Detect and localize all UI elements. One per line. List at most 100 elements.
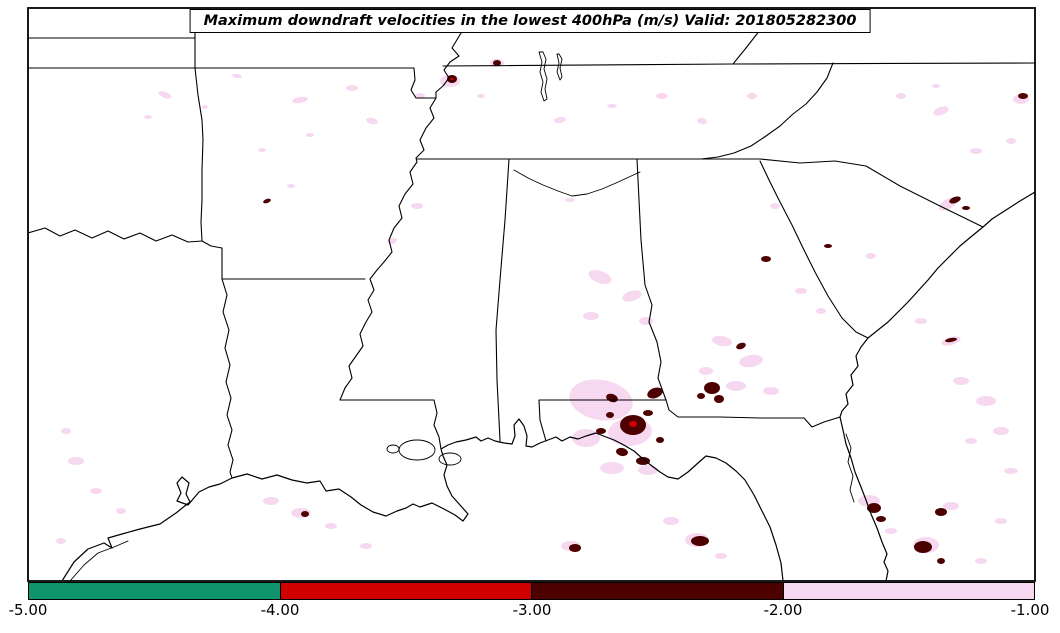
plot-title: Maximum downdraft velocities in the lowe… xyxy=(189,9,871,33)
contour-blob xyxy=(697,393,705,399)
contour-blob xyxy=(258,148,266,152)
contour-blob xyxy=(588,270,612,284)
colorbar-tick: -5.00 xyxy=(8,601,48,619)
border-alabama-georgia xyxy=(636,158,667,401)
contour-blob xyxy=(263,198,271,204)
contour-blob xyxy=(450,78,454,80)
contour-blob xyxy=(656,437,664,443)
contour-blob xyxy=(158,91,172,99)
contour-blob xyxy=(945,337,957,343)
contour-blob xyxy=(569,544,581,552)
contour-blob xyxy=(61,428,71,434)
contour-blob xyxy=(993,427,1009,435)
contour-blob xyxy=(885,528,897,534)
contour-blob xyxy=(816,308,826,314)
lake-borgne xyxy=(438,452,462,466)
coastlines xyxy=(61,191,1035,581)
contour-blob xyxy=(656,93,668,99)
lake-pontchartrain xyxy=(398,439,436,461)
contour-blob xyxy=(1004,468,1018,474)
border-missouri-arkansas xyxy=(28,67,437,99)
border-oklahoma-kansas-missouri xyxy=(28,8,196,69)
contour-blob xyxy=(477,94,485,98)
contour-blob xyxy=(949,196,961,204)
contour-blob xyxy=(953,377,969,385)
downdraft-contour-blobs xyxy=(56,59,1029,564)
colorbar-tick-labels: -5.00 -4.00 -3.00 -2.00 -1.00 xyxy=(0,601,1060,623)
contour-blob xyxy=(638,465,658,475)
contour-blob xyxy=(90,488,102,494)
contour-blob xyxy=(935,508,947,516)
contour-blob xyxy=(932,84,940,88)
border-texas-arkansas-louisiana xyxy=(201,240,366,479)
border-kentucky-tennessee-virginia xyxy=(442,62,1035,67)
contour-blob xyxy=(643,410,653,416)
border-redriver-oklahoma-texas xyxy=(28,227,203,243)
gulf-coastline xyxy=(61,418,784,581)
contour-blob xyxy=(346,85,358,91)
contour-blob xyxy=(636,457,650,465)
contour-blob xyxy=(292,96,308,104)
border-mississippi-alabama xyxy=(495,158,510,442)
contour-blob xyxy=(202,105,208,109)
contour-blob xyxy=(975,558,987,564)
border-mississippi-river xyxy=(339,8,465,401)
contour-blob xyxy=(116,508,126,514)
contour-blob xyxy=(761,256,771,262)
contour-blob xyxy=(896,93,906,99)
contour-blob xyxy=(366,117,378,125)
contour-blob xyxy=(976,396,996,406)
contour-blob xyxy=(360,543,372,549)
state-borders xyxy=(28,8,1035,479)
colorbar-tick: -2.00 xyxy=(763,601,803,619)
contour-blob xyxy=(616,447,628,457)
tennessee-river xyxy=(513,169,641,197)
contour-blob xyxy=(943,502,959,510)
contour-blob xyxy=(583,312,599,320)
kentucky-lake xyxy=(538,51,548,102)
contour-blob xyxy=(739,354,763,368)
border-louisiana-mississippi xyxy=(339,399,442,450)
contour-blob xyxy=(747,93,757,99)
contour-blob xyxy=(876,516,886,522)
contour-blob xyxy=(763,387,779,395)
contour-blob xyxy=(770,203,780,209)
contour-blob xyxy=(691,536,709,546)
contour-blob xyxy=(325,523,337,529)
contour-blob xyxy=(1018,93,1028,99)
lake-maurepas xyxy=(386,444,400,454)
contour-blob xyxy=(232,73,242,79)
contour-blob xyxy=(867,503,881,513)
contour-blob xyxy=(607,104,617,108)
contour-blob xyxy=(933,106,949,116)
contour-blob xyxy=(68,457,84,465)
colorbar-tick: -4.00 xyxy=(260,601,300,619)
contour-blob xyxy=(411,203,423,209)
contour-blob xyxy=(726,381,746,391)
colorbar-tick: -3.00 xyxy=(512,601,552,619)
contour-blob xyxy=(387,237,397,245)
contour-blob xyxy=(639,317,653,325)
contour-blob xyxy=(144,115,152,119)
contour-blob xyxy=(970,148,982,154)
contour-blob xyxy=(629,421,637,427)
border-tennessee-northcarolina xyxy=(700,62,834,160)
contour-blob xyxy=(824,244,832,248)
contour-blob xyxy=(554,116,566,124)
st-johns-river xyxy=(845,433,855,503)
contour-blob xyxy=(915,318,927,324)
lakes-and-rivers xyxy=(386,51,855,503)
border-oklahoma-arkansas xyxy=(194,67,204,242)
map-frame xyxy=(27,7,1036,582)
contour-blob xyxy=(493,60,501,66)
contour-blob xyxy=(56,538,66,544)
contour-blob xyxy=(914,541,932,553)
colorbar-segment-green xyxy=(29,583,281,599)
border-georgia-southcarolina xyxy=(759,160,869,339)
border-northcarolina-southcarolina xyxy=(759,158,984,228)
colorbar-segment-maroon xyxy=(532,583,784,599)
contour-blob xyxy=(699,367,713,375)
contour-blob xyxy=(712,335,732,347)
